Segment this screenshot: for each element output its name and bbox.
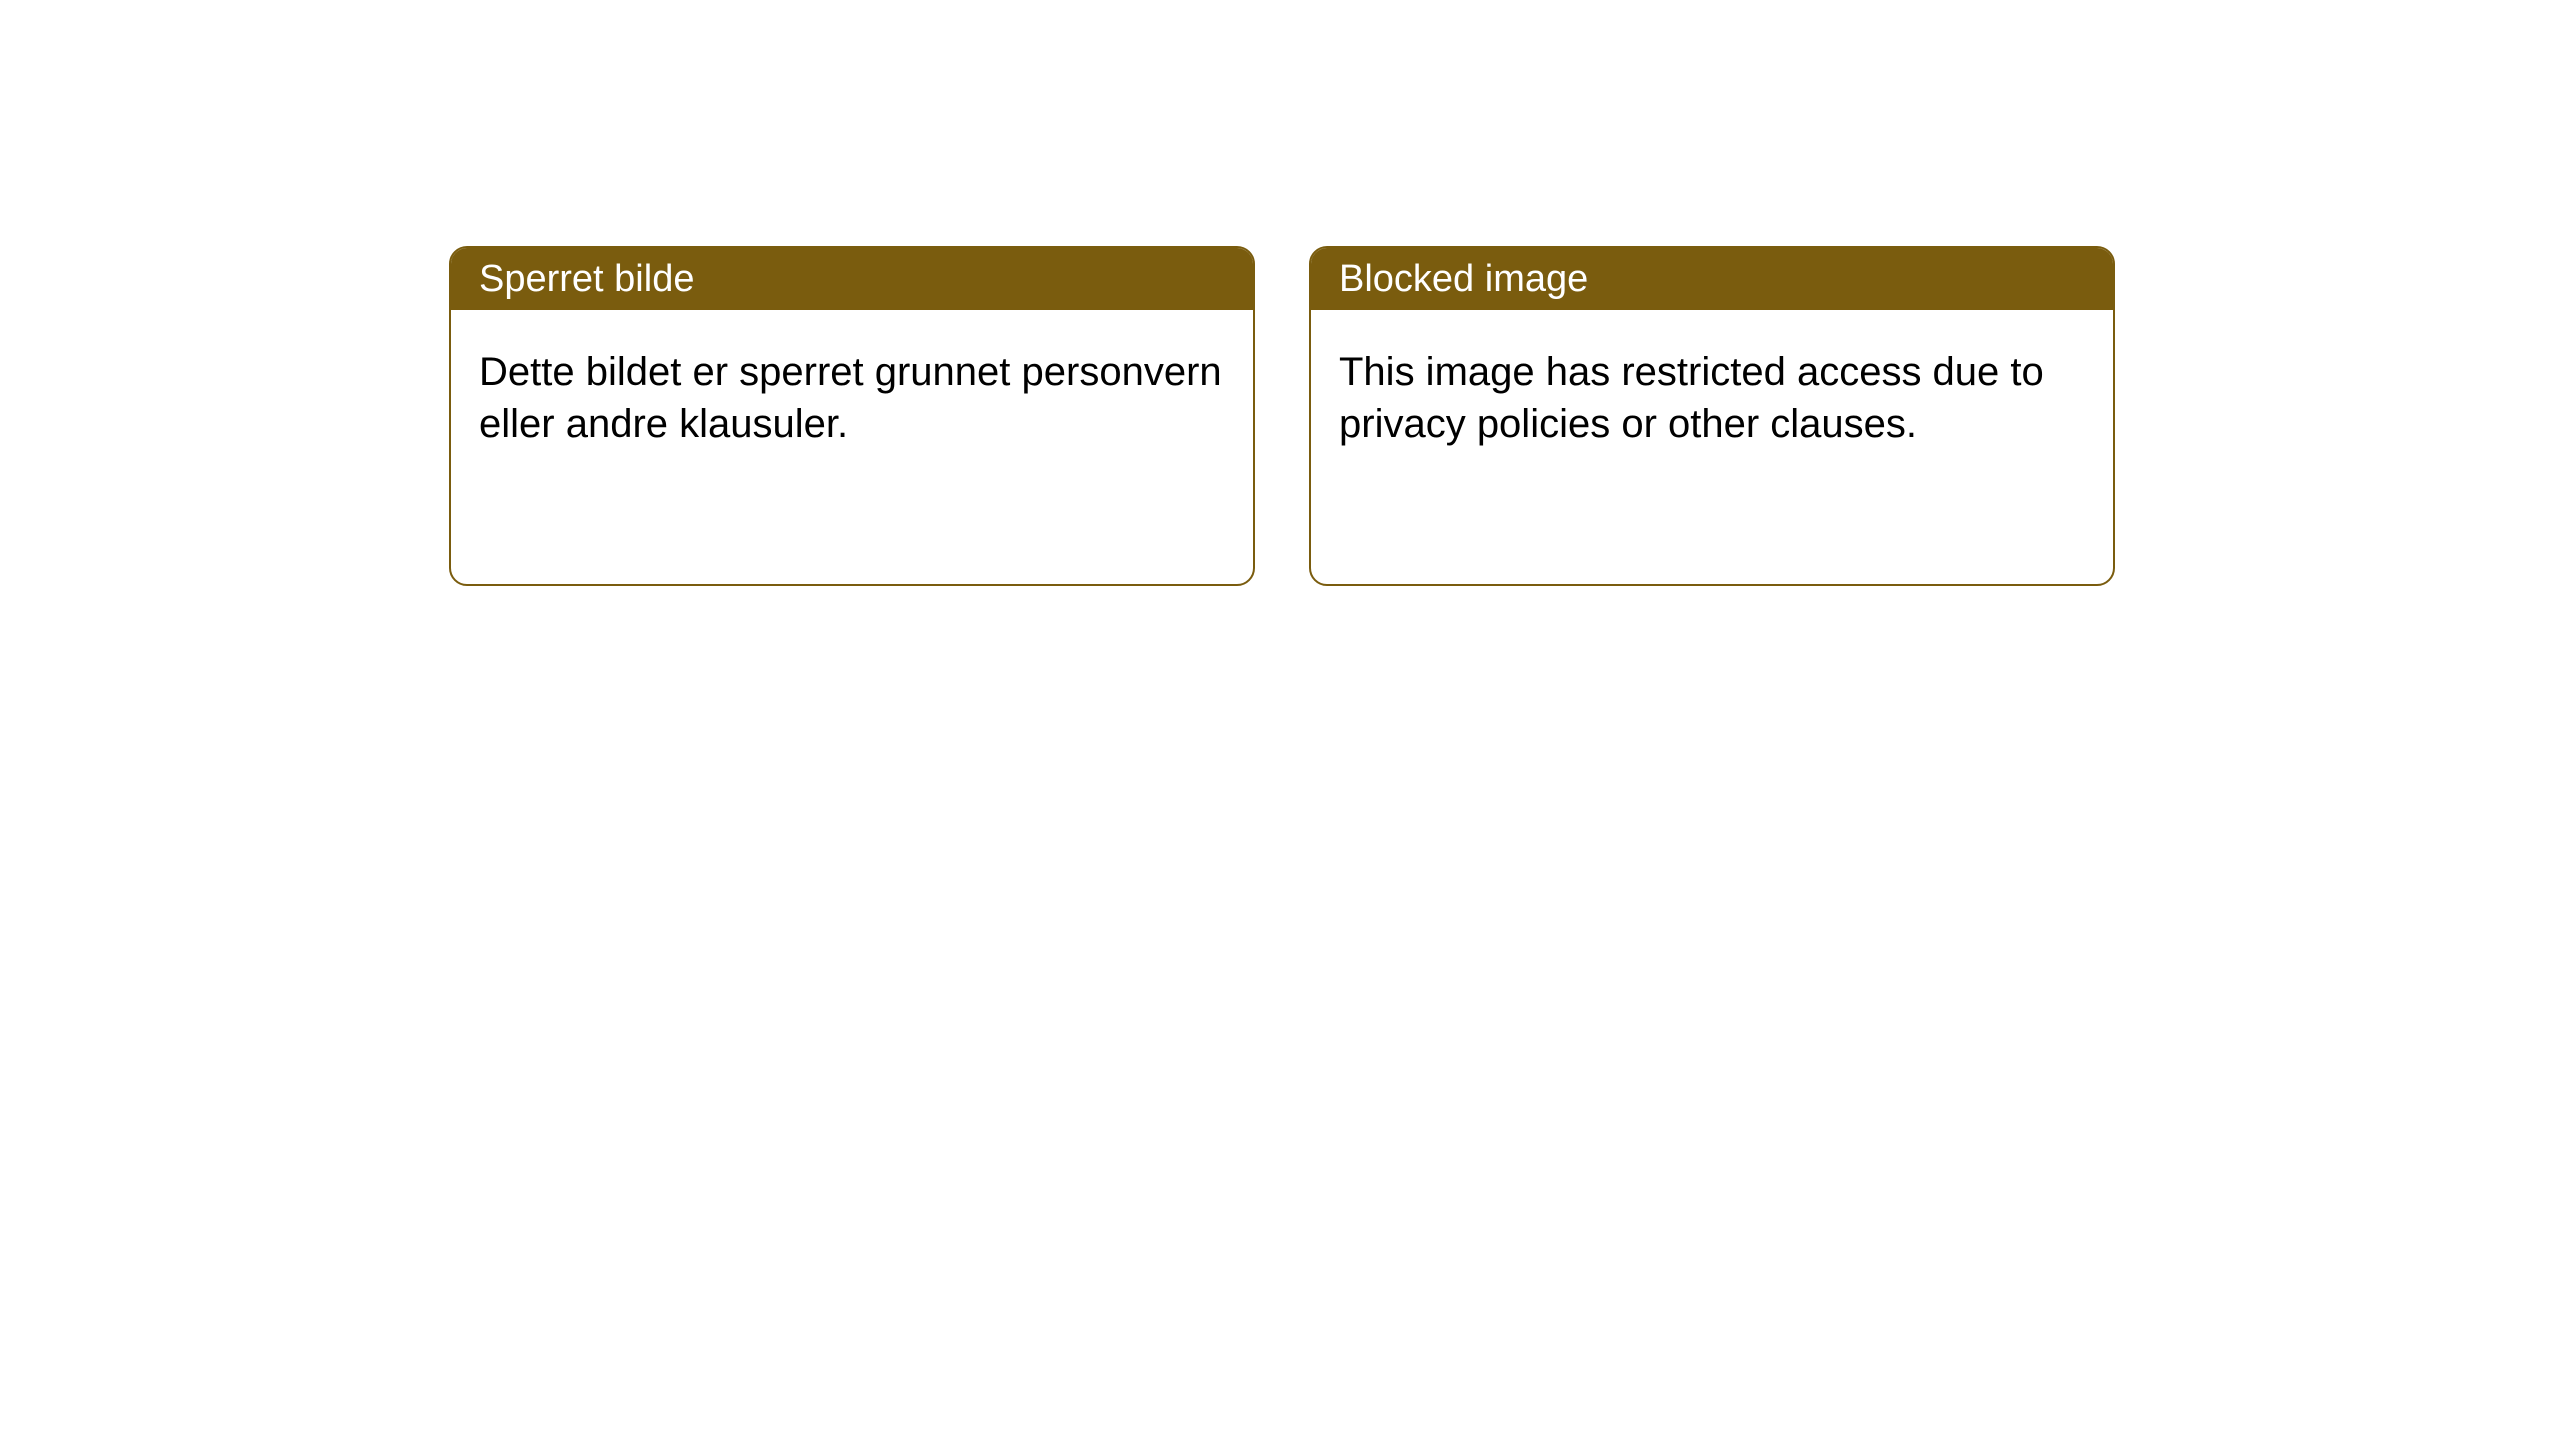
panel-header: Blocked image [1311,248,2113,310]
notice-container: Sperret bilde Dette bildet er sperret gr… [449,246,2115,586]
panel-header: Sperret bilde [451,248,1253,310]
panel-body-text: Dette bildet er sperret grunnet personve… [479,350,1222,446]
notice-panel-norwegian: Sperret bilde Dette bildet er sperret gr… [449,246,1255,586]
panel-title: Sperret bilde [479,258,694,301]
panel-body-text: This image has restricted access due to … [1339,350,2044,446]
panel-body: This image has restricted access due to … [1311,310,2113,486]
panel-title: Blocked image [1339,258,1588,301]
notice-panel-english: Blocked image This image has restricted … [1309,246,2115,586]
panel-body: Dette bildet er sperret grunnet personve… [451,310,1253,486]
